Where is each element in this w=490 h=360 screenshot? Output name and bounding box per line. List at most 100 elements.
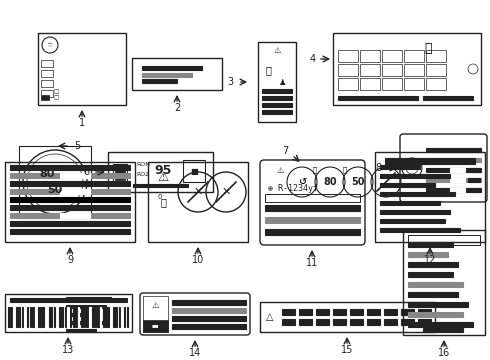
Bar [148,162,248,242]
Bar [408,322,473,327]
Bar [68,307,69,327]
Bar [404,64,424,76]
Bar [41,60,53,67]
Bar [360,50,380,62]
Bar [423,96,473,100]
Bar [10,221,130,226]
Text: 12: 12 [424,255,436,265]
Text: 🔥: 🔥 [313,167,317,173]
Bar [62,307,63,327]
Bar [426,148,481,152]
Bar [401,309,414,315]
Bar [338,96,418,100]
Bar [333,33,481,105]
Bar [262,110,292,114]
Bar [338,64,358,76]
Bar [111,307,112,327]
Bar [49,307,51,327]
Text: 80: 80 [39,169,55,179]
Bar [22,307,23,327]
Bar [19,146,91,218]
Bar [73,307,75,327]
Bar [29,307,31,327]
Bar [375,152,485,242]
Bar [172,324,246,329]
Bar [124,307,125,327]
Bar [41,80,53,87]
Bar [333,319,346,325]
Bar [282,319,295,325]
Text: 4: 4 [310,54,316,64]
Bar [95,307,96,327]
Bar [401,319,414,325]
Text: 16: 16 [438,348,450,358]
Bar [380,219,445,223]
Bar [408,262,458,267]
Bar [19,307,20,327]
Text: ▪▪: ▪▪ [151,324,159,328]
Bar [46,307,47,327]
Bar [127,307,128,327]
Bar [142,73,192,77]
Bar [380,174,450,178]
Bar [172,316,246,321]
Bar [132,58,222,90]
Bar [143,296,168,332]
Bar [10,229,130,234]
Bar [38,33,126,105]
Text: 🚗: 🚗 [424,41,432,54]
Bar [10,173,130,178]
Bar [426,64,446,76]
Bar [423,328,463,332]
Bar [5,294,132,332]
Bar [380,210,450,214]
Bar [59,307,60,327]
Bar [97,307,99,327]
Text: RON: RON [136,162,150,166]
Bar [426,158,481,162]
Bar [54,307,55,327]
Bar [10,213,130,218]
Text: ✕: ✕ [383,174,389,180]
Text: 6: 6 [83,167,89,177]
Bar [282,309,295,315]
Bar [299,319,312,325]
Bar [10,165,130,170]
Bar [265,194,360,202]
Bar [380,201,440,205]
Bar [367,309,380,315]
Bar [92,307,93,327]
Bar [142,66,202,70]
Bar [32,307,35,327]
Bar [380,183,435,187]
Bar [450,178,465,182]
Bar [316,319,329,325]
Bar [10,181,130,186]
Bar [100,307,101,327]
Bar [51,307,52,327]
Text: 50: 50 [351,177,365,187]
Bar [70,307,72,327]
Text: 5: 5 [74,141,80,151]
Text: ⚠: ⚠ [157,171,169,184]
Bar [385,158,475,164]
Bar [384,309,397,315]
Text: 14: 14 [189,348,201,358]
Bar [43,307,44,327]
Bar [426,178,481,182]
Bar [65,307,67,327]
Text: ✕: ✕ [221,187,231,197]
Bar [260,302,435,332]
Bar [172,300,246,305]
Bar [426,78,446,90]
Bar [102,307,104,327]
Bar [426,168,481,172]
Text: 2: 2 [174,103,180,113]
Bar [24,307,26,327]
Bar [262,89,292,93]
Bar [382,64,402,76]
Bar [115,170,125,180]
Bar [468,188,480,192]
Bar [408,292,458,297]
Text: 0: 0 [158,194,162,200]
